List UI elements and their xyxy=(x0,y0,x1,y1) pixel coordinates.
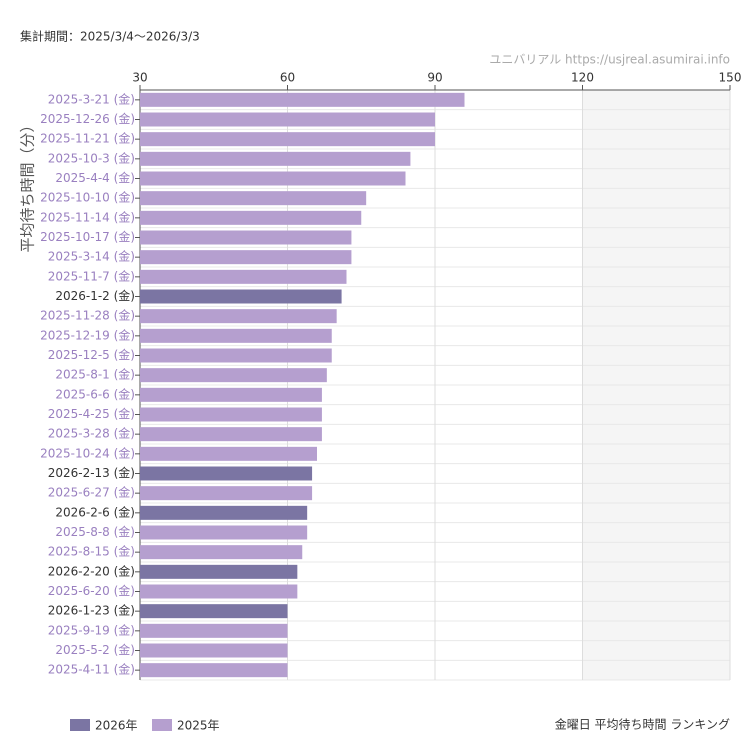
y-tick-label: 2026-1-2 (金) xyxy=(55,288,135,303)
bar xyxy=(140,171,406,186)
bar xyxy=(140,663,288,678)
bar xyxy=(140,328,332,343)
bar xyxy=(140,309,337,324)
bar xyxy=(140,643,288,658)
bar xyxy=(140,368,327,383)
y-tick-label: 2025-5-2 (金) xyxy=(55,642,135,657)
bar xyxy=(140,112,435,127)
y-tick-label: 2025-11-14 (金) xyxy=(40,209,135,224)
y-tick-label: 2025-12-19 (金) xyxy=(40,327,135,342)
y-tick-label: 2025-11-28 (金) xyxy=(40,308,135,323)
bar xyxy=(140,348,332,363)
bar xyxy=(140,269,347,284)
y-tick-label: 2025-8-8 (金) xyxy=(55,524,135,539)
y-tick-label: 2025-6-20 (金) xyxy=(48,583,135,598)
y-tick-label: 2025-10-17 (金) xyxy=(40,229,135,244)
bar xyxy=(140,210,362,225)
y-tick-label: 2025-6-6 (金) xyxy=(55,386,135,401)
y-tick-label: 2025-6-27 (金) xyxy=(48,485,135,500)
bar xyxy=(140,92,465,107)
bar xyxy=(140,486,313,501)
bar xyxy=(140,545,303,560)
x-tick-label: 30 xyxy=(132,71,147,85)
legend-swatch xyxy=(152,719,172,731)
bar xyxy=(140,604,288,619)
y-tick-label: 2025-3-14 (金) xyxy=(48,249,135,264)
period: 集計期間：2025/3/4〜2026/3/3 xyxy=(20,29,200,44)
y-tick-label: 2025-4-11 (金) xyxy=(48,662,135,677)
x-tick-label: 120 xyxy=(571,71,594,85)
y-tick-label: 2025-12-26 (金) xyxy=(40,111,135,126)
y-tick-label: 2025-10-24 (金) xyxy=(40,445,135,460)
bar xyxy=(140,387,322,402)
bar xyxy=(140,151,411,166)
bar xyxy=(140,250,352,265)
legend-label: 2025年 xyxy=(177,719,220,733)
y-tick-label: 2026-1-23 (金) xyxy=(48,603,135,618)
bar xyxy=(140,466,313,481)
bar xyxy=(140,446,317,461)
y-tick-label: 2026-2-13 (金) xyxy=(48,465,135,480)
bar xyxy=(140,407,322,422)
y-tick-label: 2025-4-25 (金) xyxy=(48,406,135,421)
source: ユニバリアル https://usjreal.asumirai.info xyxy=(489,53,730,67)
x-tick-label: 150 xyxy=(719,71,742,85)
y-tick-label: 2025-12-5 (金) xyxy=(48,347,135,362)
y-tick-label: 2025-11-7 (金) xyxy=(48,268,135,283)
y-axis-label: 平均待ち時間（分） xyxy=(19,117,37,252)
bar xyxy=(140,564,298,579)
y-tick-label: 2026-2-6 (金) xyxy=(55,504,135,519)
bar xyxy=(140,132,435,147)
bar xyxy=(140,584,298,599)
bar xyxy=(140,505,308,520)
bar xyxy=(140,623,288,638)
y-tick-label: 2025-9-19 (金) xyxy=(48,622,135,637)
bar xyxy=(140,191,367,206)
y-tick-label: 2025-4-4 (金) xyxy=(55,170,135,185)
x-tick-label: 90 xyxy=(427,71,442,85)
y-tick-label: 2025-8-1 (金) xyxy=(55,367,135,382)
bar xyxy=(140,230,352,245)
y-tick-label: 2025-8-15 (金) xyxy=(48,544,135,559)
y-tick-label: 2025-3-28 (金) xyxy=(48,426,135,441)
bar xyxy=(140,525,308,540)
y-tick-label: 2025-3-21 (金) xyxy=(48,91,135,106)
legend-label: 2026年 xyxy=(95,719,138,733)
x-tick-label: 60 xyxy=(280,71,295,85)
chart-title: 金曜日 平均待ち時間 ランキング xyxy=(555,717,730,732)
y-tick-label: 2025-10-10 (金) xyxy=(40,190,135,205)
bar xyxy=(140,427,322,442)
legend-swatch xyxy=(70,719,90,731)
y-tick-label: 2026-2-20 (金) xyxy=(48,563,135,578)
y-tick-label: 2025-11-21 (金) xyxy=(40,131,135,146)
bar xyxy=(140,289,342,304)
y-tick-label: 2025-10-3 (金) xyxy=(48,150,135,165)
